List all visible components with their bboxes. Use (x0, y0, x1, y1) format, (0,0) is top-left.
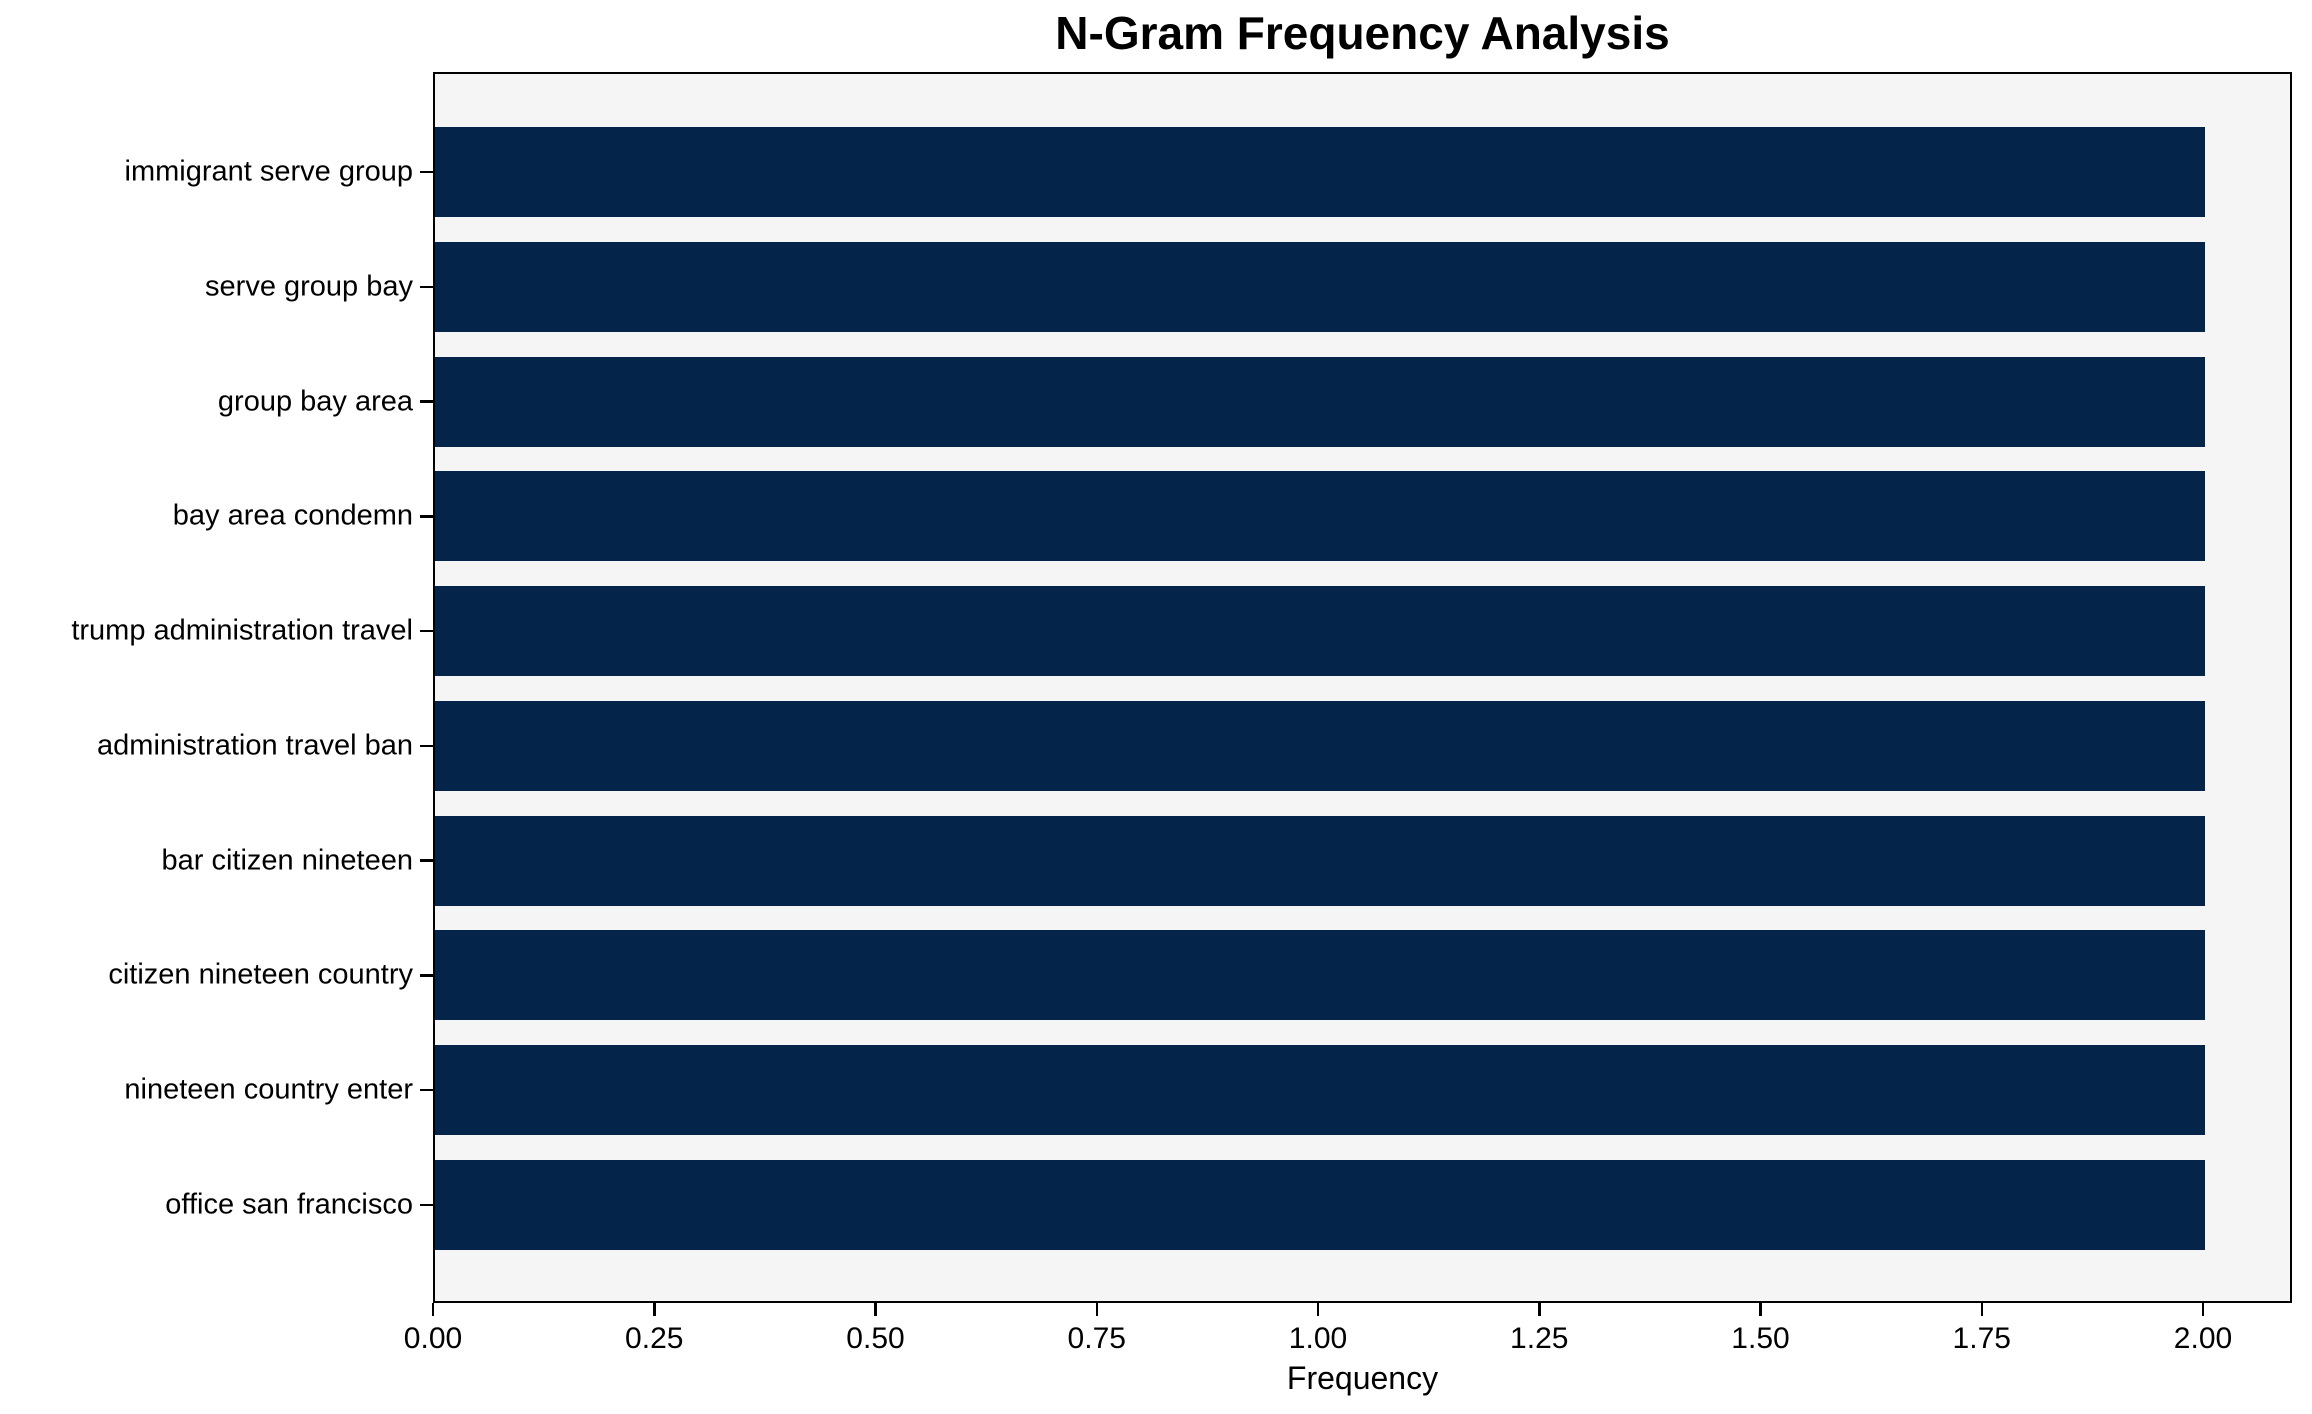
y-tick-label: immigrant serve group (124, 155, 414, 188)
x-tick (431, 1303, 435, 1316)
x-tick (874, 1303, 877, 1316)
x-tick (653, 1303, 656, 1316)
y-tick-label: office san francisco (165, 1188, 413, 1221)
x-tick-label: 1.25 (1510, 1322, 1569, 1355)
y-tick (420, 629, 433, 633)
chart-title: N-Gram Frequency Analysis (1055, 7, 1670, 59)
x-tick-label: 0.75 (1067, 1322, 1126, 1355)
bar (435, 700, 2206, 791)
bar (435, 471, 2206, 562)
x-tick-label: 0.25 (625, 1322, 684, 1355)
bar (435, 586, 2206, 677)
x-tick-label: 1.50 (1731, 1322, 1790, 1355)
x-tick (2201, 1303, 2205, 1316)
bar (435, 930, 2206, 1021)
x-tick-label: 1.75 (1952, 1322, 2011, 1355)
bar (435, 815, 2206, 906)
x-tick (1095, 1303, 1098, 1316)
x-tick-label: 0.50 (846, 1322, 905, 1355)
y-tick (420, 1088, 433, 1092)
y-tick (420, 170, 433, 174)
y-tick-label: bar citizen nineteen (161, 844, 414, 877)
y-tick-label: administration travel ban (97, 729, 413, 762)
plot-area (433, 72, 2292, 1303)
x-tick (1759, 1303, 1762, 1316)
y-tick-label: bay area condemn (172, 499, 413, 532)
y-tick-label: citizen nineteen country (108, 958, 413, 991)
y-tick (420, 859, 433, 862)
y-tick-label: trump administration travel (71, 614, 413, 647)
y-tick (420, 515, 433, 518)
x-tick-label: 1.00 (1288, 1322, 1348, 1355)
x-tick (1980, 1303, 1983, 1316)
x-tick-label: 2.00 (2173, 1322, 2233, 1355)
y-tick (420, 400, 433, 403)
bar (435, 356, 2206, 447)
bar (435, 1160, 2206, 1251)
y-tick (420, 285, 433, 289)
y-tick-label: serve group bay (205, 270, 413, 303)
y-tick-label: nineteen country enter (124, 1073, 413, 1106)
y-tick (420, 1203, 433, 1207)
x-tick (1316, 1303, 1320, 1316)
y-tick (420, 744, 433, 748)
x-tick-label: 0.00 (403, 1322, 463, 1355)
bar (435, 241, 2206, 332)
x-tick (1538, 1303, 1541, 1316)
bar (435, 127, 2206, 217)
y-tick-label: group bay area (217, 385, 413, 418)
bar (435, 1045, 2206, 1136)
x-axis-label: Frequency (1286, 1360, 1439, 1396)
y-tick (420, 974, 433, 977)
